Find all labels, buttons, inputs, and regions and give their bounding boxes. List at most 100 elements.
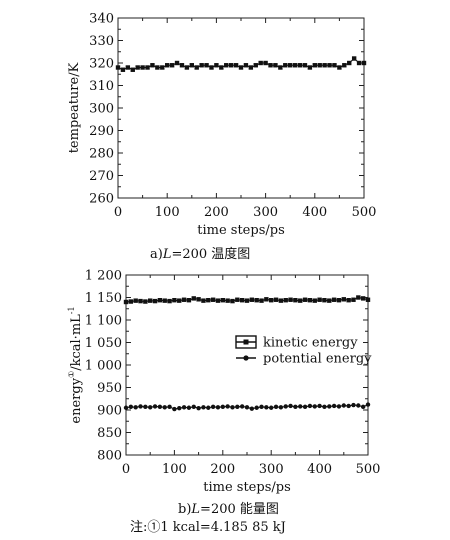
data-point <box>361 60 367 66</box>
data-point <box>143 404 148 410</box>
data-point <box>302 404 308 410</box>
data-point <box>184 65 190 70</box>
y-tick-label: 280 <box>89 147 114 162</box>
data-point <box>327 404 332 409</box>
data-point <box>120 67 126 72</box>
data-point <box>317 403 322 409</box>
data-point <box>220 404 225 410</box>
y-tick-label: 310 <box>89 79 114 94</box>
data-point <box>239 298 245 303</box>
x-tick-label: 200 <box>204 205 229 220</box>
y-tick-label: 330 <box>89 34 114 49</box>
data-point <box>219 65 224 70</box>
y-tick-label: 1 000 <box>85 359 122 374</box>
y-tick-label: 270 <box>89 169 114 184</box>
data-point <box>269 298 274 303</box>
data-point <box>225 404 230 409</box>
data-point <box>258 60 263 66</box>
data-point <box>230 298 235 304</box>
data-point <box>152 404 158 409</box>
y-axis-label: energy①/kcal·mL-1 <box>67 306 84 423</box>
data-point <box>181 297 187 302</box>
data-point <box>186 405 192 410</box>
caption-b: b)L=200 能量图 <box>178 502 279 517</box>
data-point <box>307 65 313 70</box>
data-point <box>145 65 150 70</box>
data-point <box>165 63 170 68</box>
data-point <box>288 63 293 68</box>
data-point <box>157 404 163 410</box>
y-tick-label: 850 <box>97 426 122 441</box>
data-point <box>273 297 279 302</box>
x-tick-label: 100 <box>155 205 180 220</box>
data-point <box>259 298 264 303</box>
data-point <box>244 298 250 303</box>
data-point <box>115 65 121 70</box>
data-point <box>278 298 284 303</box>
data-point <box>244 405 250 410</box>
data-point <box>210 404 216 410</box>
data-point <box>133 405 138 410</box>
data-point <box>191 404 196 410</box>
x-tick-label: 300 <box>253 205 278 220</box>
y-axis-label: tempeature/K <box>67 62 82 153</box>
data-point <box>292 63 298 68</box>
data-point <box>201 298 206 303</box>
data-point <box>341 297 346 302</box>
data-point <box>220 298 225 303</box>
y-tick-label: 1 200 <box>85 269 122 284</box>
data-point <box>150 63 155 68</box>
data-point <box>317 63 322 68</box>
data-point <box>162 405 167 410</box>
data-point <box>199 63 204 68</box>
data-point <box>160 65 165 70</box>
data-point <box>302 297 308 302</box>
y-tick-label: 300 <box>89 102 114 117</box>
y-tick-label: 260 <box>89 192 114 207</box>
data-point <box>264 297 269 302</box>
x-tick-label: 400 <box>307 462 332 477</box>
data-point <box>209 65 214 70</box>
data-point <box>298 404 303 409</box>
data-point <box>196 297 201 302</box>
data-point <box>162 298 167 303</box>
data-point <box>215 298 221 303</box>
data-point <box>347 60 352 66</box>
y-tick-label: 1 150 <box>85 291 122 306</box>
temperature-chart: 0 100 200 300 400 500 260 270 280 290 300 310 320 330… <box>67 12 376 239</box>
y-tick-label: 320 <box>89 57 114 72</box>
data-point <box>346 403 351 409</box>
data-point <box>263 60 268 66</box>
data-point <box>351 402 356 408</box>
data-point <box>143 299 148 304</box>
data-point <box>215 405 221 410</box>
data-point <box>365 402 371 407</box>
x-axis-label: time steps/ps <box>197 223 285 238</box>
data-point <box>186 298 192 303</box>
data-point <box>233 63 239 68</box>
data-point <box>297 63 303 68</box>
data-point <box>135 65 140 70</box>
data-point <box>312 298 317 303</box>
data-point <box>278 405 284 410</box>
data-point <box>254 405 259 410</box>
data-point <box>351 297 356 302</box>
data-point <box>288 403 293 409</box>
data-point <box>125 65 131 70</box>
data-point <box>331 403 337 409</box>
data-point <box>253 63 258 68</box>
data-point <box>243 63 249 68</box>
data-point <box>341 403 346 408</box>
data-point <box>298 298 303 303</box>
y-tick-label: 1 100 <box>85 314 122 329</box>
data-point <box>293 404 298 410</box>
data-point <box>214 63 219 68</box>
data-point <box>155 65 160 70</box>
data-point <box>356 403 361 408</box>
x-tick-label: 500 <box>356 462 381 477</box>
data-point <box>177 406 182 411</box>
data-point <box>179 63 185 68</box>
data-point <box>196 406 201 411</box>
x-tick-label: 400 <box>302 205 327 220</box>
